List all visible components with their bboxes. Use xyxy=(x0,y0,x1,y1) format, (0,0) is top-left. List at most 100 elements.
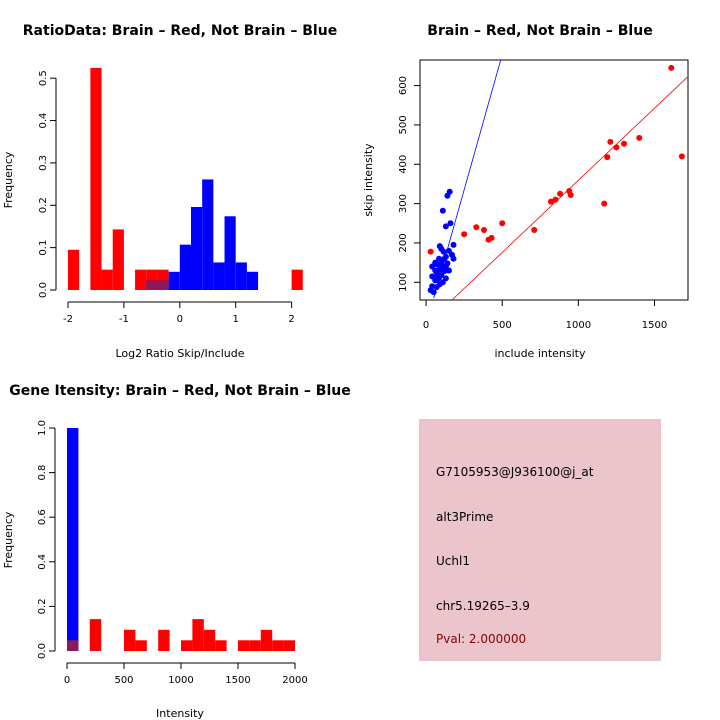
event-type-text: alt3Prime xyxy=(436,510,493,524)
scatter-point-red xyxy=(427,248,434,255)
scatter-point-red xyxy=(499,220,506,227)
ratio-histogram-bars xyxy=(68,68,303,290)
scatter-point-red xyxy=(604,154,611,161)
gene-intensity-ylabel: Frequency xyxy=(2,511,15,568)
probe-info-panel: G7105953@J936100@j_at alt3Prime Uchl1 ch… xyxy=(419,419,661,661)
scatter-point-blue xyxy=(433,284,440,291)
ratio-bar-blue xyxy=(246,271,259,290)
ratio-y-tick-label: 0.4 xyxy=(38,113,49,129)
ratio-y-tick-label: 0.5 xyxy=(38,70,49,86)
ratio-x-tick-label: 1 xyxy=(233,314,239,325)
scatter-point-blue xyxy=(440,248,447,255)
ratio-bar-overlap xyxy=(157,280,169,290)
ratio-bar-blue xyxy=(190,206,203,290)
genomic-location-text: chr5.19265–3.9 xyxy=(436,599,530,613)
intensity-bar-red xyxy=(181,640,193,651)
scatter-y-tick-label: 300 xyxy=(398,194,409,213)
ratio-x-tick-label: -1 xyxy=(119,314,129,325)
ratio-x-tick-label: 0 xyxy=(177,314,183,325)
intensity-bar-red xyxy=(238,640,250,651)
scatter-point-red xyxy=(461,231,468,238)
info-background xyxy=(419,419,661,661)
scatter-point-blue xyxy=(450,241,457,248)
gene-intensity-title: Gene Itensity: Brain – Red, Not Brain – … xyxy=(9,383,351,399)
ratio-bar-red xyxy=(68,249,80,290)
scatter-y-tick-label: 400 xyxy=(398,155,409,174)
probe-id-text: G7105953@J936100@j_at xyxy=(436,465,594,479)
scatter-axes: 0 500 1000 1500 100 200 300 400 500 600 xyxy=(398,76,667,331)
ratio-histogram-xlabel: Log2 Ratio Skip/Include xyxy=(115,347,244,360)
ratio-bar-blue xyxy=(224,216,236,290)
scatter-point-red xyxy=(621,140,628,147)
ratio-bar-overlap xyxy=(146,280,158,290)
ratio-bar-red xyxy=(135,269,147,290)
ratio-y-tick-label: 0.0 xyxy=(38,282,49,298)
intensity-x-tick-label: 500 xyxy=(114,675,133,686)
intensity-bar-red xyxy=(89,619,102,651)
scatter-x-tick-label: 500 xyxy=(493,320,512,331)
gene-intensity-histogram-panel: Gene Itensity: Brain – Red, Not Brain – … xyxy=(2,383,351,720)
gene-intensity-axes: 0 500 1000 1500 2000 0.0 0.2 0.4 0.6 0.8 1.0 xyxy=(37,420,308,686)
scatter-point-blue xyxy=(450,255,457,262)
ratio-bar-red xyxy=(291,269,303,290)
scatter-x-tick-label: 1500 xyxy=(642,320,667,331)
scatter-point-red xyxy=(552,196,559,203)
scatter-marks xyxy=(427,60,688,300)
ratio-histogram-axes: -2 -1 0 1 2 0.0 0.1 0.2 0.3 0.4 0.5 xyxy=(38,70,295,325)
ratio-x-tick-label: 2 xyxy=(288,314,294,325)
scatter-point-blue xyxy=(430,289,437,296)
intensity-bar-overlap xyxy=(67,640,79,651)
ratio-bar-blue xyxy=(202,179,214,290)
intensity-bar-red xyxy=(192,619,204,651)
intensity-y-tick-label: 0.4 xyxy=(37,554,48,570)
scatter-point-blue xyxy=(445,267,452,274)
ratio-bar-red xyxy=(157,269,169,290)
intensity-y-tick-label: 0.6 xyxy=(37,509,48,525)
scatter-point-blue xyxy=(434,261,441,268)
scatter-y-tick-label: 600 xyxy=(398,76,409,95)
ratio-y-tick-label: 0.3 xyxy=(38,155,49,171)
scatter-x-tick-label: 0 xyxy=(423,320,429,331)
scatter-point-red xyxy=(480,226,487,233)
scatter-xlabel: include intensity xyxy=(494,347,586,360)
intensity-bar-red xyxy=(260,629,273,651)
intensity-x-tick-label: 0 xyxy=(64,675,70,686)
scatter-point-red xyxy=(485,236,492,243)
ratio-bar-blue xyxy=(179,244,191,290)
scatter-point-red xyxy=(557,190,564,197)
intensity-y-tick-label: 0.0 xyxy=(37,643,48,659)
ratio-x-tick-label: -2 xyxy=(63,314,73,325)
scatter-ylabel: skip intensity xyxy=(362,143,375,217)
intensity-bar-red xyxy=(203,629,216,651)
intensity-bar-red xyxy=(158,629,170,651)
intensity-bar-red xyxy=(283,640,295,651)
ratio-bar-red xyxy=(101,269,113,290)
intensity-bar-red xyxy=(135,640,147,651)
ratio-histogram-panel: RatioData: Brain – Red, Not Brain – Blue… xyxy=(2,23,337,360)
intensity-x-tick-label: 1000 xyxy=(168,675,193,686)
intensity-scatter-panel: Brain – Red, Not Brain – Blue 0 500 1000 15… xyxy=(362,23,689,360)
scatter-y-tick-label: 500 xyxy=(398,115,409,134)
scatter-point-red xyxy=(668,64,675,71)
scatter-point-red xyxy=(566,188,573,195)
intensity-x-tick-label: 2000 xyxy=(282,675,307,686)
scatter-point-blue xyxy=(434,276,441,283)
intensity-bar-red xyxy=(249,640,261,651)
ratio-bar-blue xyxy=(213,262,225,290)
scatter-point-red xyxy=(607,138,614,145)
scatter-point-blue xyxy=(439,207,446,214)
scatter-point-red xyxy=(531,226,538,233)
scatter-point-red xyxy=(678,153,685,160)
scatter-point-red xyxy=(601,200,608,207)
ratio-bar-red xyxy=(90,68,102,290)
ratio-bar-red xyxy=(146,269,158,290)
scatter-point-red xyxy=(547,198,554,205)
scatter-point-red xyxy=(473,224,480,231)
ratio-histogram-title: RatioData: Brain – Red, Not Brain – Blue xyxy=(23,23,337,39)
ratio-bar-red xyxy=(112,229,124,290)
gene-intensity-bars xyxy=(67,428,295,651)
intensity-bar-blue xyxy=(67,428,79,651)
scatter-plot-box xyxy=(419,59,689,301)
gene-intensity-xlabel: Intensity xyxy=(156,707,204,720)
scatter-point-red xyxy=(613,144,620,151)
